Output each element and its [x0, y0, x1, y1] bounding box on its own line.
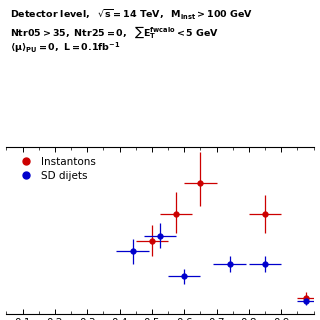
Legend: Instantons, SD dijets: Instantons, SD dijets: [12, 152, 100, 185]
Text: $\mathbf{Detector\ level,\ \ \sqrt{s}=14\ TeV,\ \ M_{\mathbf{inst}}>100\ GeV}$: $\mathbf{Detector\ level,\ \ \sqrt{s}=14…: [10, 8, 252, 22]
Text: $\mathbf{Ntr05>35,\ Ntr25=0,\ \ \sum E^{fwcalo}_{T}<5\ GeV}$: $\mathbf{Ntr05>35,\ Ntr25=0,\ \ \sum E^{…: [10, 24, 219, 40]
Text: $\mathbf{\langle\mu\rangle_{PU}=0,\ L=0.1fb^{-1}}$: $\mathbf{\langle\mu\rangle_{PU}=0,\ L=0.…: [10, 40, 120, 55]
